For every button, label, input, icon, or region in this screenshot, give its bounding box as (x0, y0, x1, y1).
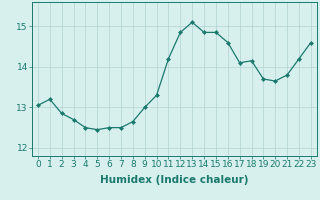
X-axis label: Humidex (Indice chaleur): Humidex (Indice chaleur) (100, 175, 249, 185)
